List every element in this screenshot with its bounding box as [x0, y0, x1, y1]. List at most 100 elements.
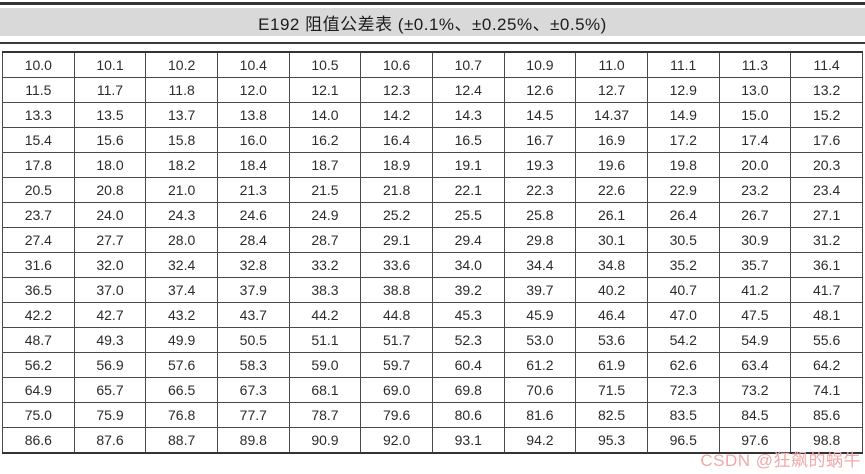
table-cell: 12.3: [360, 77, 433, 103]
table-cell: 46.4: [575, 302, 648, 328]
table-row: 13.3 13.5 13.7 13.8 14.0 14.2 14.3 14.5 14.37 14.…: [2, 102, 863, 128]
top-rule: [0, 2, 865, 5]
table-cell: 15.6: [73, 127, 147, 153]
table-cell: 84.5: [718, 402, 792, 428]
table-cell: 92.0: [360, 427, 433, 454]
table-cell: 12.4: [431, 77, 505, 103]
table-cell: 14.37: [575, 102, 648, 128]
table-cell: 60.4: [431, 352, 505, 378]
table-cell: 36.1: [790, 252, 863, 278]
table-cell: 55.6: [790, 327, 863, 353]
table-cell: 33.2: [288, 252, 362, 278]
table-cell: 19.8: [646, 152, 720, 178]
table-cell: 76.8: [145, 402, 218, 428]
table-row: 11.5 11.7 11.8 12.0 12.1 12.3 12.4 12.6 12.7 12.9…: [2, 77, 863, 103]
table-cell: 10.2: [145, 51, 218, 78]
table-cell: 27.4: [2, 227, 75, 253]
table-cell: 30.1: [575, 227, 648, 253]
table-cell: 18.2: [145, 152, 218, 178]
table-cell: 27.7: [73, 227, 147, 253]
table-row: 23.7 24.0 24.3 24.6 24.9 25.2 25.5 25.8 26.1 26.4…: [2, 202, 863, 228]
table-cell: 40.2: [575, 277, 648, 303]
table-cell: 10.0: [2, 51, 75, 78]
table-cell: 94.2: [503, 427, 577, 454]
table-cell: 61.2: [503, 352, 577, 378]
table-cell: 98.8: [790, 427, 863, 454]
table-row: 31.6 32.0 32.4 32.8 33.2 33.6 34.0 34.4 34.8 35.2…: [2, 252, 863, 278]
table-cell: 73.2: [718, 377, 792, 403]
table-cell: 51.7: [360, 327, 433, 353]
table-cell: 32.0: [73, 252, 147, 278]
table-cell: 74.1: [790, 377, 863, 403]
table-row: 36.5 37.0 37.4 37.9 38.3 38.8 39.2 39.7 40.2 40.7…: [2, 277, 863, 303]
table-cell: 40.7: [646, 277, 720, 303]
table-cell: 27.1: [790, 202, 863, 228]
table-cell: 10.5: [288, 51, 362, 78]
table-cell: 59.7: [360, 352, 433, 378]
table-cell: 59.0: [288, 352, 362, 378]
table-cell: 29.8: [503, 227, 577, 253]
table-cell: 31.2: [790, 227, 863, 253]
table-cell: 56.9: [73, 352, 147, 378]
table-cell: 64.9: [2, 377, 75, 403]
table-cell: 14.2: [360, 102, 433, 128]
table-row: 42.2 42.7 43.2 43.7 44.2 44.8 45.3 45.9 46.4 47.0…: [2, 302, 863, 328]
table-cell: 43.7: [216, 302, 290, 328]
table-cell: 22.1: [431, 177, 505, 203]
table-cell: 29.1: [360, 227, 433, 253]
table-cell: 52.3: [431, 327, 505, 353]
table-cell: 13.8: [216, 102, 290, 128]
table-cell: 15.2: [790, 102, 863, 128]
table-cell: 36.5: [2, 277, 75, 303]
table-cell: 13.5: [73, 102, 147, 128]
table-cell: 24.0: [73, 202, 147, 228]
table-cell: 11.1: [646, 51, 720, 78]
table-cell: 97.6: [718, 427, 792, 454]
table-cell: 12.0: [216, 77, 290, 103]
table-cell: 22.6: [575, 177, 648, 203]
table-row: 48.7 49.3 49.9 50.5 51.1 51.7 52.3 53.0 53.6 54.2…: [2, 327, 863, 353]
table-cell: 63.4: [718, 352, 792, 378]
table-cell: 79.6: [360, 402, 433, 428]
table-cell: 70.6: [503, 377, 577, 403]
table-cell: 69.0: [360, 377, 433, 403]
table-row: 17.8 18.0 18.2 18.4 18.7 18.9 19.1 19.3 19.6 19.8…: [2, 152, 863, 178]
table-cell: 16.0: [216, 127, 290, 153]
table-cell: 24.3: [145, 202, 218, 228]
table-cell: 48.1: [790, 302, 863, 328]
table-cell: 87.6: [73, 427, 147, 454]
table-cell: 86.6: [2, 427, 75, 454]
table-cell: 37.4: [145, 277, 218, 303]
table-cell: 72.3: [646, 377, 720, 403]
table-cell: 81.6: [503, 402, 577, 428]
table-cell: 68.1: [288, 377, 362, 403]
table-cell: 53.0: [503, 327, 577, 353]
table-row: 27.4 27.7 28.0 28.4 28.7 29.1 29.4 29.8 30.1 30.5…: [2, 227, 863, 253]
table-cell: 25.2: [360, 202, 433, 228]
table-cell: 10.6: [360, 51, 433, 78]
table-cell: 11.0: [575, 51, 648, 78]
table-cell: 11.7: [73, 77, 147, 103]
table-cell: 88.7: [145, 427, 218, 454]
table-cell: 50.5: [216, 327, 290, 353]
table-cell: 23.2: [718, 177, 792, 203]
table-cell: 29.4: [431, 227, 505, 253]
table-cell: 32.4: [145, 252, 218, 278]
table-cell: 18.9: [360, 152, 433, 178]
table-title-band: E192 阻值公差表 (±0.1%、±0.25%、±0.5%): [0, 8, 865, 36]
table-cell: 62.6: [646, 352, 720, 378]
table-cell: 67.3: [216, 377, 290, 403]
header-divider-rule: [0, 42, 865, 44]
table-cell: 75.0: [2, 402, 75, 428]
table-cell: 43.2: [145, 302, 218, 328]
table-cell: 16.4: [360, 127, 433, 153]
table-row: 20.5 20.8 21.0 21.3 21.5 21.8 22.1 22.3 22.6 22.9…: [2, 177, 863, 203]
table-cell: 16.2: [288, 127, 362, 153]
table-cell: 18.7: [288, 152, 362, 178]
table-cell: 26.4: [646, 202, 720, 228]
table-cell: 13.0: [718, 77, 792, 103]
table-cell: 34.8: [575, 252, 648, 278]
table-cell: 64.2: [790, 352, 863, 378]
table-row: 86.6 87.6 88.7 89.8 90.9 92.0 93.1 94.2 95.3 96.5…: [2, 427, 863, 454]
